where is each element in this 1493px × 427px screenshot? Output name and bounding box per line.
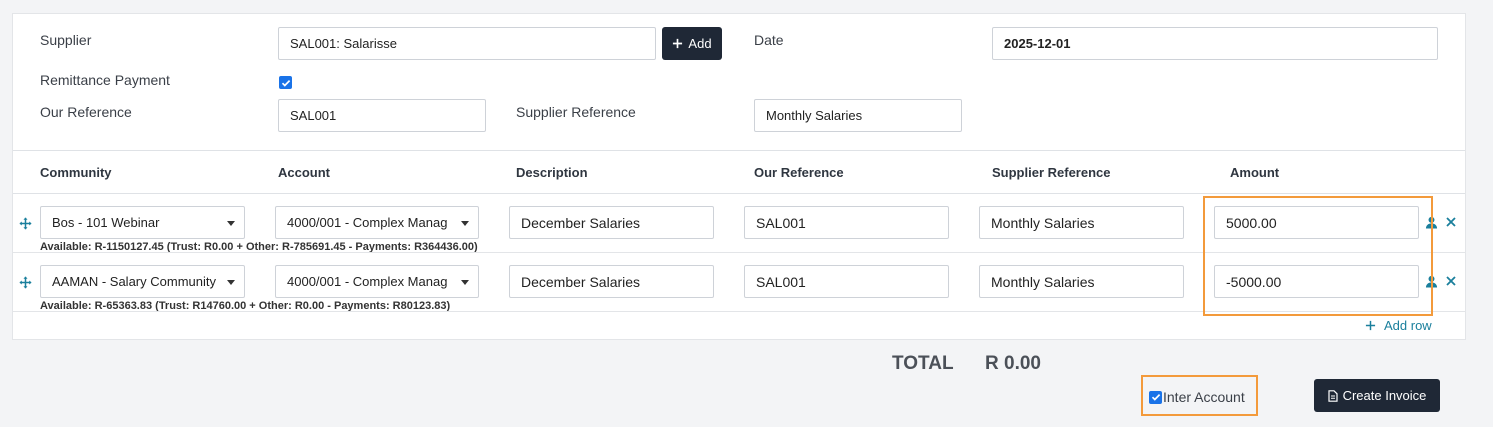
date-input-value: 2025-12-01	[1004, 36, 1071, 51]
supplier-label: Supplier	[40, 32, 92, 48]
date-label: Date	[754, 32, 784, 48]
inter-account-option: Inter Account	[1149, 389, 1245, 405]
caret-down-icon	[461, 280, 469, 285]
our-reference-row-input[interactable]: SAL001	[744, 265, 949, 298]
amount-input[interactable]: 5000.00	[1214, 206, 1419, 239]
document-icon	[1327, 389, 1338, 402]
community-select[interactable]: Bos - 101 Webinar	[40, 206, 245, 239]
col-supplier-reference: Supplier Reference	[992, 165, 1111, 180]
account-select-value: 4000/001 - Complex Manag	[287, 274, 448, 289]
date-input[interactable]: 2025-12-01	[992, 27, 1438, 60]
available-balance: Available: R-65363.83 (Trust: R14760.00 …	[40, 300, 451, 312]
add-row-label: Add row	[1384, 318, 1432, 333]
col-our-reference: Our Reference	[754, 165, 844, 180]
caret-down-icon	[227, 221, 235, 226]
supplier-reference-input-value: Monthly Salaries	[766, 108, 863, 123]
available-balance: Available: R-1150127.45 (Trust: R0.00 + …	[40, 241, 478, 253]
col-account: Account	[278, 165, 330, 180]
col-description: Description	[516, 165, 588, 180]
table-row: Bos - 101 Webinar 4000/001 - Complex Man…	[13, 194, 1465, 253]
amount-input-value: -5000.00	[1226, 273, 1282, 290]
our-reference-row-value: SAL001	[756, 214, 806, 231]
checkmark-icon	[1151, 394, 1160, 401]
description-input-value: December Salaries	[521, 214, 641, 231]
inter-account-checkbox[interactable]	[1149, 390, 1162, 404]
description-input[interactable]: December Salaries	[509, 206, 714, 239]
our-reference-input-value: SAL001	[290, 108, 337, 123]
add-row-link[interactable]: Add row	[1365, 318, 1432, 333]
invoice-form-card: Supplier SAL001: Salarisse Add Date 2025…	[12, 13, 1466, 340]
create-invoice-label: Create Invoice	[1342, 388, 1427, 403]
community-select-value: AAMAN - Salary Community	[52, 274, 216, 289]
account-select[interactable]: 4000/001 - Complex Manag	[275, 206, 479, 239]
supplier-reference-row-input[interactable]: Monthly Salaries	[979, 265, 1184, 298]
amount-input[interactable]: -5000.00	[1214, 265, 1419, 298]
supplier-input-value: SAL001: Salarisse	[290, 36, 397, 51]
row-divider	[13, 311, 1465, 312]
description-input[interactable]: December Salaries	[509, 265, 714, 298]
supplier-reference-input[interactable]: Monthly Salaries	[754, 99, 962, 132]
checkmark-icon	[281, 79, 290, 87]
account-select[interactable]: 4000/001 - Complex Manag	[275, 265, 479, 298]
supplier-reference-label: Supplier Reference	[516, 104, 636, 120]
caret-down-icon	[461, 221, 469, 226]
our-reference-row-value: SAL001	[756, 273, 806, 290]
remittance-payment-checkbox[interactable]	[279, 76, 292, 89]
community-select-value: Bos - 101 Webinar	[52, 215, 160, 230]
move-arrows-icon[interactable]	[18, 275, 32, 289]
table-header: Community Account Description Our Refere…	[13, 150, 1465, 194]
our-reference-input[interactable]: SAL001	[278, 99, 486, 132]
row-divider	[13, 252, 1465, 253]
add-supplier-button[interactable]: Add	[662, 27, 722, 60]
description-input-value: December Salaries	[521, 273, 641, 290]
move-arrows-icon[interactable]	[18, 216, 32, 230]
supplier-reference-row-value: Monthly Salaries	[991, 214, 1095, 231]
supplier-reference-row-input[interactable]: Monthly Salaries	[979, 206, 1184, 239]
caret-down-icon	[227, 280, 235, 285]
table-row: AAMAN - Salary Community 4000/001 - Comp…	[13, 253, 1465, 312]
plus-icon	[673, 38, 683, 49]
col-community: Community	[40, 165, 112, 180]
inter-account-label: Inter Account	[1163, 389, 1245, 405]
remittance-payment-label: Remittance Payment	[40, 72, 170, 88]
create-invoice-button[interactable]: Create Invoice	[1314, 379, 1440, 412]
amount-input-value: 5000.00	[1226, 214, 1277, 231]
add-button-label: Add	[688, 36, 712, 51]
plus-icon	[1365, 320, 1376, 331]
close-icon[interactable]	[1445, 216, 1457, 228]
account-select-value: 4000/001 - Complex Manag	[287, 215, 448, 230]
inter-account-highlight-box	[1141, 375, 1258, 416]
our-reference-label: Our Reference	[40, 104, 132, 120]
supplier-input[interactable]: SAL001: Salarisse	[278, 27, 656, 60]
community-select[interactable]: AAMAN - Salary Community	[40, 265, 245, 298]
our-reference-row-input[interactable]: SAL001	[744, 206, 949, 239]
total-value: R 0.00	[985, 353, 1041, 374]
amount-highlight-box	[1203, 196, 1433, 316]
total-label: TOTAL	[892, 353, 954, 374]
col-amount: Amount	[1230, 165, 1280, 180]
close-icon[interactable]	[1445, 275, 1457, 287]
supplier-reference-row-value: Monthly Salaries	[991, 273, 1095, 290]
